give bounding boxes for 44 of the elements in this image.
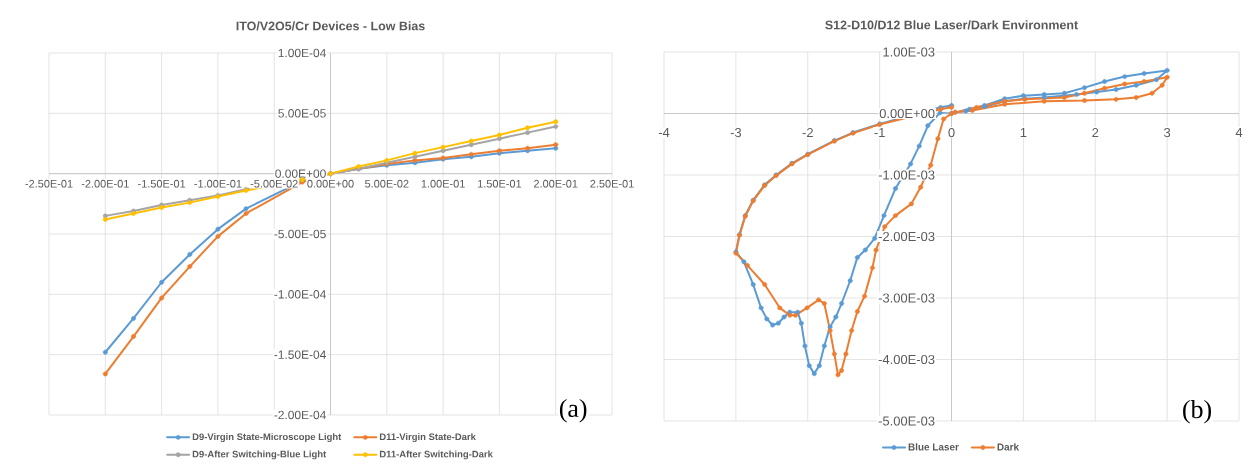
y-tick-label: -5.00E-05 [274,229,326,239]
y-tick-label: -1.00E-03 [878,170,935,180]
y-tick-label: -2.00E-03 [878,231,935,242]
annotation: (b) [1183,400,1211,424]
legend-label: D11-Virgin State-Dark [379,433,476,443]
x-tick-label: 3 [1164,127,1171,138]
y-tick-label: -1.00E-04 [274,290,326,299]
chart-title: ITO/V2O5/Cr Devices - Low Bias [236,21,425,31]
x-tick-label: -1 [874,127,885,137]
x-tick-label: -2 [802,127,813,138]
x-tick-label: 1.50E-01 [478,179,522,188]
x-tick-label: 1 [1020,127,1027,137]
x-tick-label: -3 [730,127,742,138]
y-tick-label: -2.00E-04 [274,410,326,420]
annotation: (a) [559,398,587,423]
legend-label: D9-After Switching-Blue Light [192,450,327,460]
legend-label: Dark [997,443,1020,451]
x-tick-label: 2 [1092,127,1099,138]
x-tick-label: -1.50E-01 [138,179,186,188]
chart-title: S12-D10/D12 Blue Laser/Dark Environment [825,20,1078,30]
y-tick-label: -3.00E-03 [878,293,935,303]
y-tick-label: 0.00E+00 [275,169,326,178]
y-tick-label: -1.50E-04 [274,350,326,359]
y-tick-label: 1.00E-04 [278,48,326,58]
x-tick-label: -2.00E-01 [81,179,129,188]
x-tick-label: 0 [948,127,955,138]
x-tick-label: -4 [658,127,670,137]
y-tick-label: 5.00E-05 [278,109,326,118]
legend-label: Blue Laser [908,443,959,451]
x-tick-label: 1.00E-01 [421,179,465,188]
x-tick-label: 0.00E+00 [307,179,354,188]
x-tick-label: 2.00E-01 [534,179,578,188]
legend-label: D9-Virgin State-Microscope Light [192,433,342,443]
x-tick-label: -5.00E-02 [250,179,298,188]
legend-label: D11-After Switching-Dark [379,450,493,460]
x-tick-label: 2.50E-01 [590,179,634,188]
y-tick-label: 1.00E-03 [883,47,935,57]
y-tick-label: 0.00E+00 [879,108,935,119]
x-tick-label: 5.00E-02 [365,179,409,188]
x-tick-label: -2.50E-01 [25,179,73,188]
x-tick-label: 4 [1235,127,1243,137]
y-tick-label: -5.00E-03 [878,416,935,426]
y-tick-label: -4.00E-03 [878,354,935,365]
x-tick-label: -1.00E-01 [194,179,242,188]
